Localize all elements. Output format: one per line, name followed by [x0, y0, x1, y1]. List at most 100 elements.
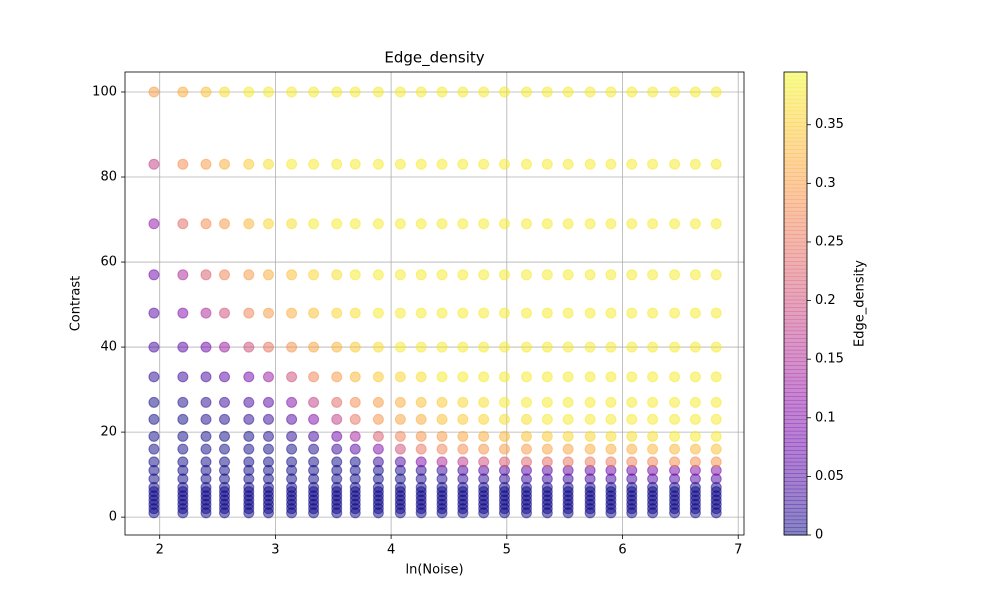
colorbar-tick-label: 0.25: [815, 234, 844, 249]
point: [562, 218, 574, 230]
y-tick-label: 80: [100, 170, 117, 185]
colorbar-strip: [784, 492, 807, 498]
colorbar-strip: [784, 504, 807, 509]
point: [331, 371, 343, 383]
point: [308, 371, 320, 383]
point: [710, 158, 722, 170]
point: [308, 341, 320, 353]
point: [689, 396, 701, 408]
point: [669, 456, 681, 468]
point: [478, 456, 490, 468]
point: [584, 456, 596, 468]
point: [710, 430, 722, 442]
colorbar-strip: [784, 214, 807, 220]
colorbar-strip: [784, 102, 807, 108]
point: [478, 269, 490, 281]
point: [308, 158, 320, 170]
point: [457, 158, 469, 170]
point: [457, 341, 469, 353]
point: [626, 269, 638, 281]
point: [219, 443, 231, 455]
point: [669, 413, 681, 425]
point: [584, 396, 596, 408]
point: [349, 307, 361, 319]
colorbar-strip: [784, 426, 807, 432]
colorbar-strip: [784, 365, 807, 370]
point: [177, 443, 189, 455]
point: [710, 443, 722, 455]
point: [349, 396, 361, 408]
point: [262, 218, 274, 230]
point: [372, 413, 384, 425]
point: [498, 413, 510, 425]
point: [286, 430, 298, 442]
point: [689, 307, 701, 319]
colorbar-strip: [784, 110, 807, 116]
point: [669, 443, 681, 455]
colorbar-strip: [784, 388, 807, 393]
point: [148, 218, 160, 230]
colorbar-strip: [784, 187, 807, 193]
point: [394, 413, 406, 425]
point: [331, 396, 343, 408]
point: [689, 269, 701, 281]
point: [626, 371, 638, 383]
point: [541, 430, 553, 442]
colorbar-strip: [784, 500, 807, 505]
point: [308, 443, 320, 455]
point: [541, 307, 553, 319]
point: [457, 430, 469, 442]
point: [177, 341, 189, 353]
point: [148, 158, 160, 170]
colorbar-strip: [784, 95, 807, 100]
colorbar-strip: [784, 345, 807, 351]
point: [394, 158, 406, 170]
point: [177, 396, 189, 408]
point: [219, 413, 231, 425]
point: [710, 413, 722, 425]
point: [415, 341, 427, 353]
point: [710, 86, 722, 98]
point: [219, 341, 231, 353]
point: [436, 443, 448, 455]
point: [219, 396, 231, 408]
point: [262, 396, 274, 408]
colorbar-strip: [784, 257, 807, 262]
x-tick-label: 3: [271, 543, 279, 558]
colorbar-strip: [784, 384, 807, 389]
point: [562, 158, 574, 170]
point: [349, 86, 361, 98]
point: [669, 307, 681, 319]
point: [498, 307, 510, 319]
point: [331, 341, 343, 353]
point: [349, 443, 361, 455]
point: [626, 443, 638, 455]
colorbar-strip: [784, 126, 807, 131]
colorbar-strip: [784, 372, 807, 378]
point: [415, 443, 427, 455]
point: [689, 371, 701, 383]
point: [177, 413, 189, 425]
colorbar-strip: [784, 241, 807, 247]
point: [436, 269, 448, 281]
y-tick-label: 40: [100, 340, 117, 355]
colorbar-strip: [784, 129, 807, 135]
point: [669, 396, 681, 408]
colorbar-strip: [784, 141, 807, 146]
point: [243, 443, 255, 455]
point: [219, 307, 231, 319]
point: [520, 218, 532, 230]
point: [148, 86, 160, 98]
point: [308, 269, 320, 281]
point: [478, 396, 490, 408]
point: [584, 269, 596, 281]
colorbar-strip: [784, 326, 807, 332]
colorbar-strip: [784, 176, 807, 181]
colorbar-strip: [784, 106, 807, 112]
colorbar-strip: [784, 311, 807, 316]
point: [286, 341, 298, 353]
point: [669, 371, 681, 383]
point: [520, 443, 532, 455]
point: [436, 218, 448, 230]
point: [520, 307, 532, 319]
